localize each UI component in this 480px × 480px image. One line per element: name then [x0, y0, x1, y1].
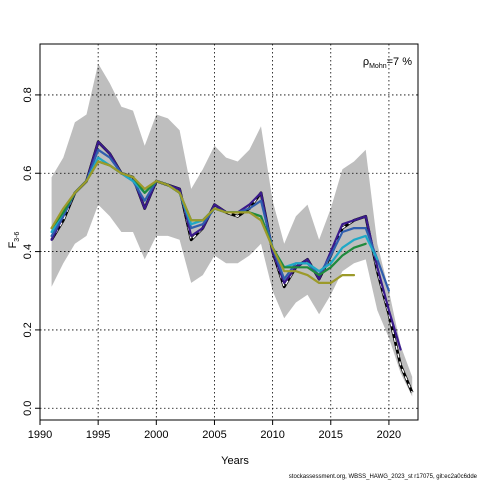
confidence-band — [51, 63, 413, 397]
x-axis-title: Years — [221, 455, 249, 467]
series-line-6 — [50, 160, 356, 284]
y-tick-label-1: 0.2 — [22, 322, 34, 337]
y-tick-label-4: 0.8 — [22, 87, 34, 102]
x-tick-label-2005: 2005 — [202, 429, 226, 441]
x-tick-label-1990: 1990 — [28, 429, 52, 441]
footer-source: stockassessment.org, WBSS_HAWG_2023_st r… — [289, 474, 478, 480]
y-tick-label-0: 0.0 — [22, 401, 34, 416]
confidence-band-layer — [51, 63, 413, 397]
rho-symbol: ρ — [363, 56, 369, 68]
y-tick-label-3: 0.6 — [22, 166, 34, 181]
axis-layer: 1990 1995 2000 2005 2010 2015 2020 0.0 0.2 0.4 0.6… — [22, 87, 401, 441]
rho-value: =7 % — [387, 56, 413, 68]
x-tick-label-2020: 2020 — [377, 429, 401, 441]
y-axis-title: F3-6 — [7, 231, 21, 248]
grid-layer — [39, 44, 418, 420]
x-tick-label-2000: 2000 — [144, 429, 168, 441]
x-tick-label-2015: 2015 — [319, 429, 343, 441]
x-tick-label-2010: 2010 — [260, 429, 284, 441]
y-axis-title-sub: 3-6 — [14, 231, 21, 241]
series-layer — [50, 140, 414, 394]
y-axis-title-main: F — [7, 241, 19, 248]
plot-frame — [39, 43, 419, 421]
svg-text:F3-6: F3-6 — [7, 231, 21, 248]
x-tick-label-1995: 1995 — [86, 429, 110, 441]
y-tick-label-2: 0.4 — [22, 244, 34, 259]
rho-subscript: Mohn — [369, 63, 387, 70]
mohn-rho-annotation: ρMohn=7 % — [363, 56, 412, 70]
